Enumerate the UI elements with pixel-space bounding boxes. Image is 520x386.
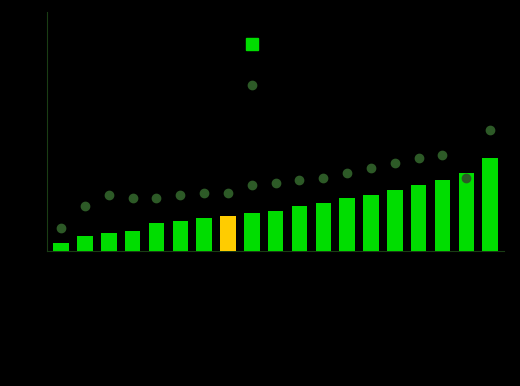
- Bar: [54, 243, 69, 251]
- Bar: [316, 203, 331, 251]
- Bar: [173, 221, 188, 251]
- Bar: [459, 173, 474, 251]
- Bar: [411, 185, 426, 251]
- Bar: [363, 195, 379, 251]
- Bar: [149, 223, 164, 251]
- Bar: [268, 211, 283, 251]
- Bar: [483, 158, 498, 251]
- Bar: [387, 190, 402, 251]
- Bar: [244, 213, 259, 251]
- Bar: [77, 236, 93, 251]
- Bar: [340, 198, 355, 251]
- Bar: [101, 233, 116, 251]
- Bar: [197, 218, 212, 251]
- Bar: [435, 180, 450, 251]
- Bar: [292, 206, 307, 251]
- Bar: [220, 216, 236, 251]
- Bar: [125, 231, 140, 251]
